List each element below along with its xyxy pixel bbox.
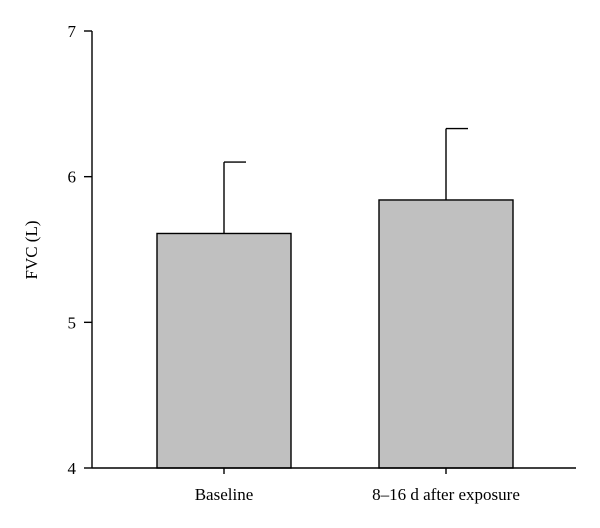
x-tick-label-1: 8–16 d after exposure — [372, 485, 520, 504]
x-tick-label-0: Baseline — [195, 485, 254, 504]
y-axis-title: FVC (L) — [22, 220, 41, 279]
bar-1 — [378, 199, 514, 469]
y-tick-label-2: 6 — [68, 168, 77, 187]
bar-0 — [156, 232, 292, 469]
y-tick-label-3: 7 — [68, 22, 77, 41]
plot-area: Baseline 8–16 d after exposure 4 5 6 7 — [68, 22, 576, 504]
y-tick-label-1: 5 — [68, 313, 77, 332]
y-tick-label-0: 4 — [68, 459, 77, 478]
